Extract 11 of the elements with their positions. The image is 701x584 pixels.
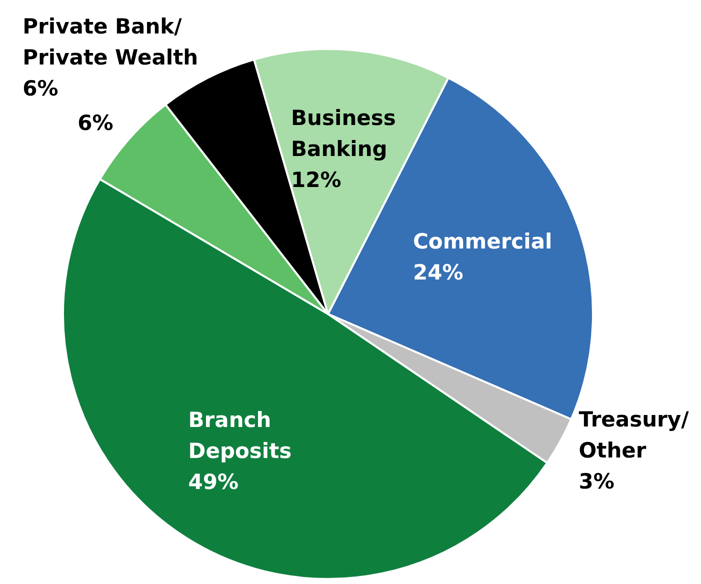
slice-label: Private Bank/ Private Wealth: [22, 14, 198, 70]
data-label: 49%: [188, 470, 239, 494]
data-label: 24%: [412, 260, 464, 284]
data-label: 3%: [578, 469, 614, 494]
data-label: 12%: [291, 168, 342, 192]
slice-label: Treasury/ Other: [578, 407, 690, 462]
slice-label: Business Banking: [291, 106, 396, 161]
data-label: 6%: [22, 76, 58, 100]
data-label: 6%: [78, 111, 114, 136]
slice-label: Branch Deposits: [188, 408, 292, 464]
slice-label: Commercial: [412, 229, 552, 254]
